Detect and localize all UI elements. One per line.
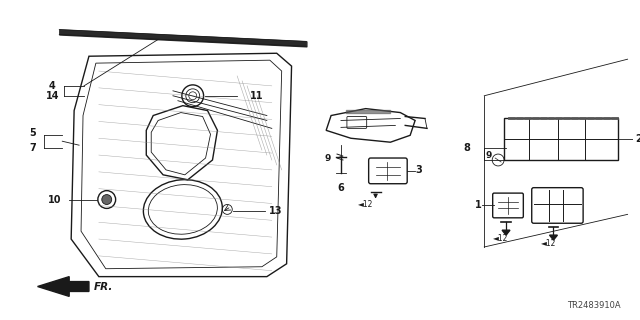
Text: 3: 3: [415, 165, 422, 175]
Text: 7: 7: [29, 143, 36, 153]
Text: 9: 9: [324, 154, 331, 163]
Circle shape: [102, 195, 112, 204]
Text: 4: 4: [49, 81, 56, 91]
Text: 13: 13: [269, 206, 282, 216]
Text: FR.: FR.: [94, 282, 113, 292]
Text: 5: 5: [29, 128, 36, 138]
Text: 1: 1: [475, 200, 481, 211]
Text: 9: 9: [486, 150, 492, 160]
Text: 2: 2: [636, 134, 640, 144]
Text: 6: 6: [338, 183, 344, 193]
Text: ◄12: ◄12: [541, 239, 556, 248]
Text: ◄12: ◄12: [493, 234, 509, 243]
Polygon shape: [502, 230, 510, 235]
Text: 10: 10: [47, 195, 61, 204]
Text: 8: 8: [463, 143, 470, 153]
Polygon shape: [38, 276, 89, 296]
Text: 14: 14: [45, 91, 59, 101]
Text: TR2483910A: TR2483910A: [567, 301, 621, 310]
Text: ◄12: ◄12: [358, 200, 373, 209]
Polygon shape: [550, 235, 557, 240]
Text: 11: 11: [250, 91, 264, 101]
